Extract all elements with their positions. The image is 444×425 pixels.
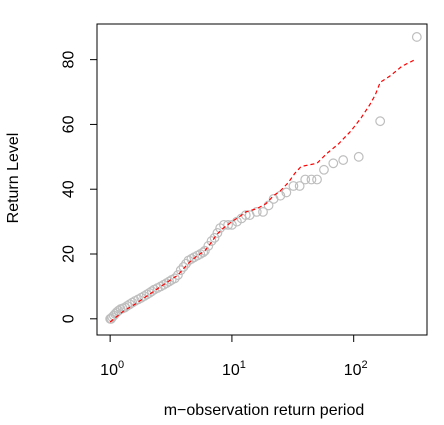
data-point-17 — [141, 289, 152, 300]
data-point-52 — [258, 206, 268, 217]
data-point-53 — [263, 200, 274, 211]
data-point-41 — [209, 232, 220, 243]
data-point-38 — [199, 245, 210, 256]
data-point-39 — [203, 241, 214, 251]
data-point-65 — [353, 151, 364, 162]
data-point-23 — [158, 279, 169, 290]
x-tick-label-exponent-2: 2 — [362, 359, 368, 371]
x-tick-label-base-2: 10 — [344, 362, 362, 379]
data-point-18 — [144, 287, 155, 298]
x-tick-label-2: 102 — [344, 359, 368, 379]
x-tick-label-0: 100 — [100, 359, 124, 379]
data-point-30 — [178, 262, 189, 272]
x-tick-label-1: 101 — [222, 359, 246, 379]
data-point-25 — [164, 276, 175, 287]
data-point-64 — [338, 155, 349, 165]
data-point-33 — [186, 253, 197, 264]
data-point-58 — [294, 181, 305, 191]
y-axis: 0 20 40 60 80 — [61, 51, 98, 323]
data-point-45 — [223, 219, 233, 230]
data-point-62 — [319, 164, 329, 175]
data-point-12 — [127, 297, 138, 308]
x-tick-label-base-0: 10 — [100, 362, 118, 379]
data-point-51 — [251, 206, 262, 217]
data-point-66 — [375, 116, 386, 127]
y-tick-label-4: 80 — [61, 51, 78, 69]
y-tick-label-0: 0 — [61, 314, 78, 323]
data-point-57 — [288, 181, 299, 191]
data-point-28 — [172, 270, 183, 280]
data-point-10 — [122, 300, 133, 311]
data-point-24 — [161, 278, 172, 289]
x-axis-label: m−observation return period — [164, 402, 365, 419]
data-point-16 — [139, 291, 149, 302]
data-point-27 — [169, 273, 180, 284]
data-point-15 — [136, 292, 147, 303]
data-point-60 — [306, 174, 317, 185]
y-tick-label-1: 20 — [61, 245, 78, 263]
x-axis: 100 101 102 — [100, 334, 368, 379]
data-point-59 — [300, 174, 311, 185]
data-point-46 — [227, 219, 237, 230]
fitted-line-path — [109, 59, 416, 323]
observed-return-levels — [105, 32, 422, 324]
data-point-37 — [198, 247, 209, 258]
x-tick-label-exponent-0: 0 — [118, 359, 124, 371]
y-tick-label-3: 60 — [61, 115, 78, 133]
data-point-19 — [146, 286, 157, 297]
x-tick-label-base-1: 10 — [222, 362, 240, 379]
fitted-return-level-line — [109, 59, 416, 323]
data-point-42 — [212, 228, 223, 238]
plot-frame — [96, 23, 428, 336]
y-tick-label-2: 40 — [61, 180, 78, 198]
data-point-29 — [175, 265, 186, 276]
data-point-31 — [181, 258, 191, 269]
data-point-4 — [110, 309, 121, 319]
data-point-40 — [206, 236, 217, 246]
data-point-67 — [411, 32, 422, 42]
y-axis-label: Return Level — [5, 133, 22, 224]
data-point-63 — [328, 158, 339, 169]
data-point-61 — [312, 174, 322, 185]
data-point-56 — [281, 187, 292, 198]
x-tick-label-exponent-1: 1 — [240, 359, 246, 371]
